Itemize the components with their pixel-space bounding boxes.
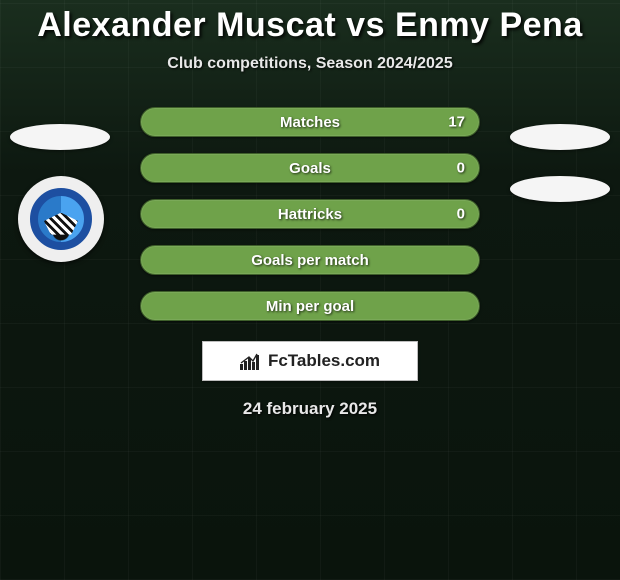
- stat-row-matches: Matches 17: [140, 107, 480, 137]
- content: Alexander Muscat vs Enmy Pena Club compe…: [0, 0, 620, 419]
- stat-value-right: 0: [457, 206, 465, 223]
- stat-value-right: 0: [457, 160, 465, 177]
- stat-label: Goals per match: [251, 252, 369, 269]
- bars-chart-icon: [240, 352, 262, 370]
- stats-area: Matches 17 Goals 0 Hattricks 0 Goals per…: [0, 107, 620, 321]
- stat-label: Hattricks: [278, 206, 342, 223]
- stat-label: Goals: [289, 160, 331, 177]
- brand-text: FcTables.com: [268, 351, 380, 371]
- stat-row-goals: Goals 0: [140, 153, 480, 183]
- page-subtitle: Club competitions, Season 2024/2025: [167, 55, 452, 73]
- stat-row-goals-per-match: Goals per match: [140, 245, 480, 275]
- stat-row-min-per-goal: Min per goal: [140, 291, 480, 321]
- stat-value-right: 17: [448, 114, 465, 131]
- brand-box[interactable]: FcTables.com: [202, 341, 418, 381]
- page-title: Alexander Muscat vs Enmy Pena: [37, 6, 583, 45]
- stat-row-hattricks: Hattricks 0: [140, 199, 480, 229]
- date-line: 24 february 2025: [243, 399, 377, 419]
- stat-label: Matches: [280, 114, 340, 131]
- stat-label: Min per goal: [266, 298, 354, 315]
